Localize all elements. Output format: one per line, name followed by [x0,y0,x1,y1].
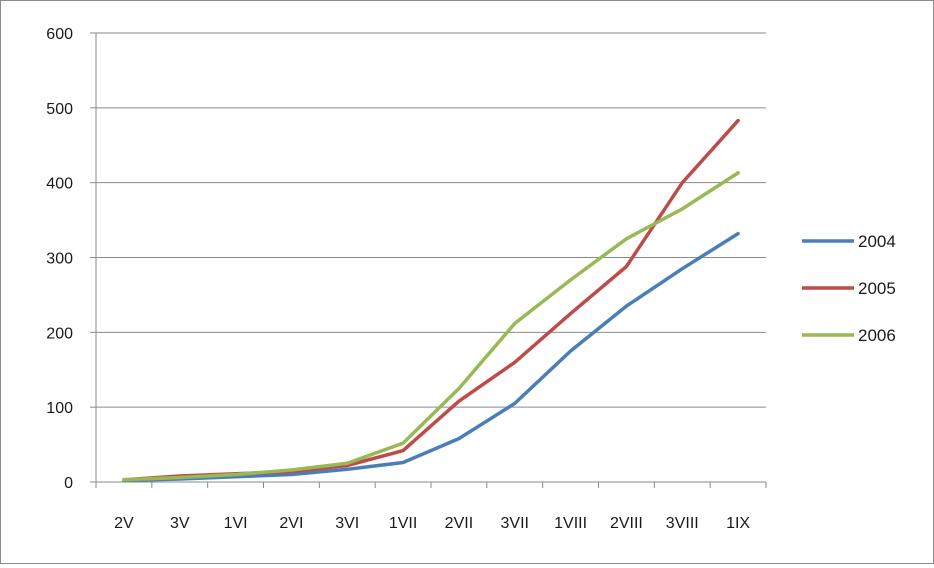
axes [95,33,766,483]
x-tick-label: 1VIII [554,515,587,532]
y-tick-label: 0 [64,475,73,492]
grid-lines [96,32,766,408]
y-axis-ticks: 0 100 200 300 400 500 600 [46,26,96,492]
x-tick-label: 2VII [445,515,473,532]
x-tick-label: 1VI [224,515,248,532]
legend-label: 2004 [858,232,896,251]
series-lines [122,118,740,483]
x-tick-label: 3VIII [666,515,699,532]
x-tick-label: 2V [114,515,134,532]
series-line-2006 [122,171,740,482]
legend: 2004 2005 2006 [802,232,896,345]
x-tick-label: 2VI [279,515,303,532]
y-tick-label: 400 [46,176,73,193]
x-tick-label: 3VII [501,515,529,532]
y-tick-label: 200 [46,325,73,342]
y-tick-label: 500 [46,101,73,118]
legend-label: 2006 [858,326,896,345]
legend-label: 2005 [858,279,896,298]
series-line-2005 [122,118,740,482]
x-tick-label: 3V [170,515,190,532]
y-tick-label: 300 [46,251,73,268]
x-tick-label: 1VII [389,515,417,532]
y-tick-label: 100 [46,400,73,417]
series-line-2004 [122,231,740,483]
x-tick-label: 3VI [335,515,359,532]
x-tick-label: 1IX [726,515,750,532]
x-axis-ticks: 2V 3V 1VI 2VI 3VI 1VII 2VII 3VII 1VIII 2VIII 3VIII… [95,482,767,532]
x-tick-label: 2VIII [610,515,643,532]
y-tick-label: 600 [46,26,73,43]
